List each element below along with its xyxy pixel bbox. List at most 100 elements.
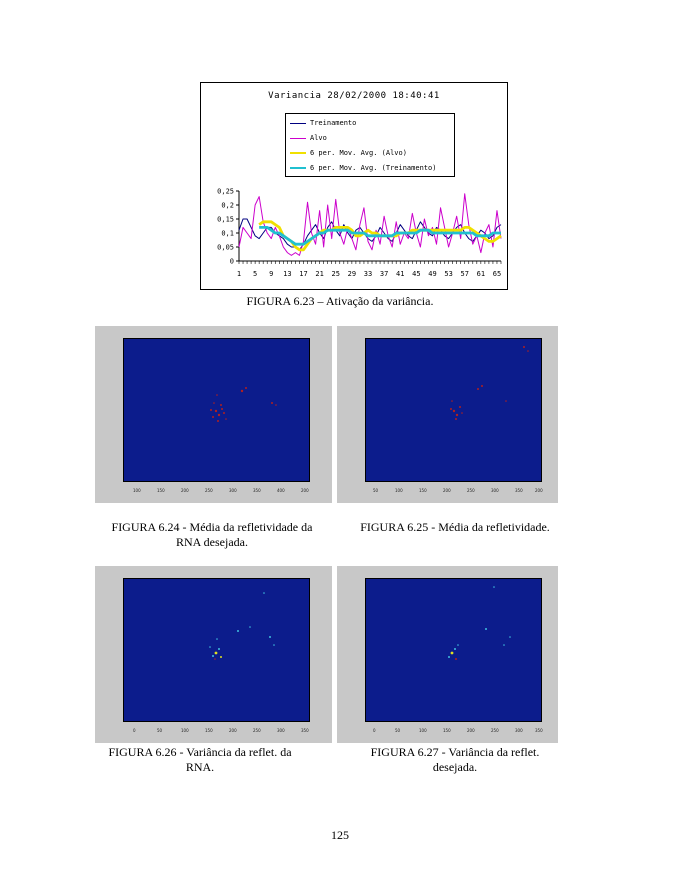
- svg-text:100: 100: [395, 488, 403, 493]
- svg-text:50: 50: [157, 728, 163, 733]
- chart-legend: Treinamento Alvo 6 per. Mov. Avg. (Alvo)…: [285, 113, 455, 177]
- svg-text:300: 300: [491, 488, 499, 493]
- series-line-2: [238, 193, 502, 256]
- legend-item-mavg-alvo: 6 per. Mov. Avg. (Alvo): [290, 146, 407, 160]
- legend-label: 6 per. Mov. Avg. (Treinamento): [310, 164, 437, 172]
- x-tick-marks: 0 50 100 150 200 250 300 350: [133, 728, 309, 733]
- variance-map: [365, 578, 542, 722]
- series-line-4: [259, 226, 501, 246]
- map-panel-6-24: 100 150 200 250 300 350 400 200: [95, 326, 332, 503]
- x-tick-label: 25: [332, 270, 340, 278]
- svg-text:300: 300: [277, 728, 285, 733]
- svg-text:50: 50: [373, 488, 379, 493]
- svg-text:300: 300: [515, 728, 523, 733]
- reflectivity-map: [123, 338, 310, 482]
- svg-text:100: 100: [419, 728, 427, 733]
- svg-text:400: 400: [277, 488, 285, 493]
- legend-label: Alvo: [310, 134, 327, 142]
- page-number: 125: [331, 828, 349, 842]
- x-tick-label: 1: [237, 270, 241, 278]
- legend-swatch: [290, 137, 306, 139]
- caption-line: FIGURA 6.24 - Média da refletividade da: [111, 520, 313, 534]
- svg-text:300: 300: [229, 488, 237, 493]
- legend-item-treinamento: Treinamento: [290, 116, 356, 130]
- x-tick-label: 53: [444, 270, 452, 278]
- caption-line: RNA.: [185, 760, 215, 774]
- svg-text:200: 200: [535, 488, 543, 493]
- caption-fig-6-26: FIGURA 6.26 - Variância da reflet. da RN…: [90, 745, 310, 775]
- echo-pattern: [448, 586, 511, 660]
- svg-text:350: 350: [535, 728, 543, 733]
- map-panel-6-27: 0 50 100 150 200 250 300 350: [337, 566, 558, 743]
- legend-item-mavg-treinamento: 6 per. Mov. Avg. (Treinamento): [290, 161, 436, 175]
- chart-plot-area: 0 0,05 0,1 0,15 0,2 0,25 1 5 9 13 17 21 25 29 33 37 41 45…: [217, 188, 502, 278]
- variance-map: [123, 578, 310, 722]
- legend-swatch: [290, 122, 306, 124]
- x-tick-label: 37: [380, 270, 388, 278]
- caption-line: RNA desejada.: [176, 535, 248, 549]
- x-tick-label: 13: [283, 270, 291, 278]
- x-tick-label: 41: [396, 270, 404, 278]
- y-tick-label: 0,1: [221, 230, 234, 238]
- map-panel-6-26: 0 50 100 150 200 250 300 350: [95, 566, 332, 743]
- svg-text:350: 350: [253, 488, 261, 493]
- svg-text:200: 200: [467, 728, 475, 733]
- svg-text:200: 200: [443, 488, 451, 493]
- y-tick-label: 0: [230, 258, 234, 266]
- caption-line: desejada.: [432, 760, 478, 774]
- variance-line-chart: Variancia 28/02/2000 18:40:41 Treinament…: [200, 82, 508, 290]
- x-tick-label: 45: [412, 270, 420, 278]
- x-tick-marks: 0 50 100 150 200 250 300 350: [373, 728, 543, 733]
- caption-fig-6-23: FIGURA 6.23 – Ativação da variância.: [246, 294, 434, 308]
- x-tick-label: 33: [364, 270, 372, 278]
- series-line-1: [238, 218, 502, 251]
- svg-text:50: 50: [395, 728, 401, 733]
- svg-text:150: 150: [419, 488, 427, 493]
- legend-swatch: [290, 167, 306, 169]
- svg-text:150: 150: [157, 488, 165, 493]
- y-tick-label: 0,25: [217, 188, 234, 196]
- svg-text:350: 350: [515, 488, 523, 493]
- caption-fig-6-24: FIGURA 6.24 - Média da refletividade da …: [90, 520, 334, 550]
- svg-text:200: 200: [301, 488, 309, 493]
- echo-pattern: [450, 346, 529, 420]
- svg-text:250: 250: [491, 728, 499, 733]
- svg-text:350: 350: [301, 728, 309, 733]
- legend-item-alvo: Alvo: [290, 131, 327, 145]
- x-tick-label: 9: [269, 270, 273, 278]
- y-tick-label: 0,05: [217, 244, 234, 252]
- x-tick-label: 61: [477, 270, 485, 278]
- x-tick-label: 21: [315, 270, 323, 278]
- legend-swatch: [290, 152, 306, 154]
- svg-text:200: 200: [181, 488, 189, 493]
- x-tick-label: 57: [461, 270, 469, 278]
- x-tick-label: 49: [428, 270, 436, 278]
- echo-pattern: [210, 387, 277, 422]
- reflectivity-map: [365, 338, 542, 482]
- caption-fig-6-25: FIGURA 6.25 - Média da refletividade.: [360, 520, 550, 534]
- x-tick-marks: 100 150 200 250 300 350 400 200: [133, 488, 309, 493]
- caption-line: FIGURA 6.26 - Variância da reflet. da: [108, 745, 292, 759]
- x-tick-marks: 50 100 150 200 250 300 350 200: [373, 488, 543, 493]
- x-tick-label: 29: [348, 270, 356, 278]
- svg-text:250: 250: [253, 728, 261, 733]
- svg-text:0: 0: [373, 728, 376, 733]
- svg-text:250: 250: [205, 488, 213, 493]
- x-tick-label: 65: [493, 270, 501, 278]
- svg-text:100: 100: [133, 488, 141, 493]
- svg-text:150: 150: [443, 728, 451, 733]
- chart-title: Variancia 28/02/2000 18:40:41: [268, 91, 440, 101]
- x-tick-label: 5: [253, 270, 257, 278]
- y-tick-label: 0,15: [217, 216, 234, 224]
- echo-pattern: [209, 592, 275, 660]
- x-tick-label: 17: [299, 270, 307, 278]
- caption-fig-6-27: FIGURA 6.27 - Variância da reflet. desej…: [350, 745, 560, 775]
- legend-label: Treinamento: [310, 119, 357, 127]
- caption-line: FIGURA 6.27 - Variância da reflet.: [370, 745, 540, 759]
- y-tick-label: 0,2: [221, 202, 234, 210]
- svg-text:200: 200: [229, 728, 237, 733]
- map-panel-6-25: 50 100 150 200 250 300 350 200: [337, 326, 558, 503]
- legend-label: 6 per. Mov. Avg. (Alvo): [310, 149, 407, 157]
- svg-text:0: 0: [133, 728, 136, 733]
- svg-text:250: 250: [467, 488, 475, 493]
